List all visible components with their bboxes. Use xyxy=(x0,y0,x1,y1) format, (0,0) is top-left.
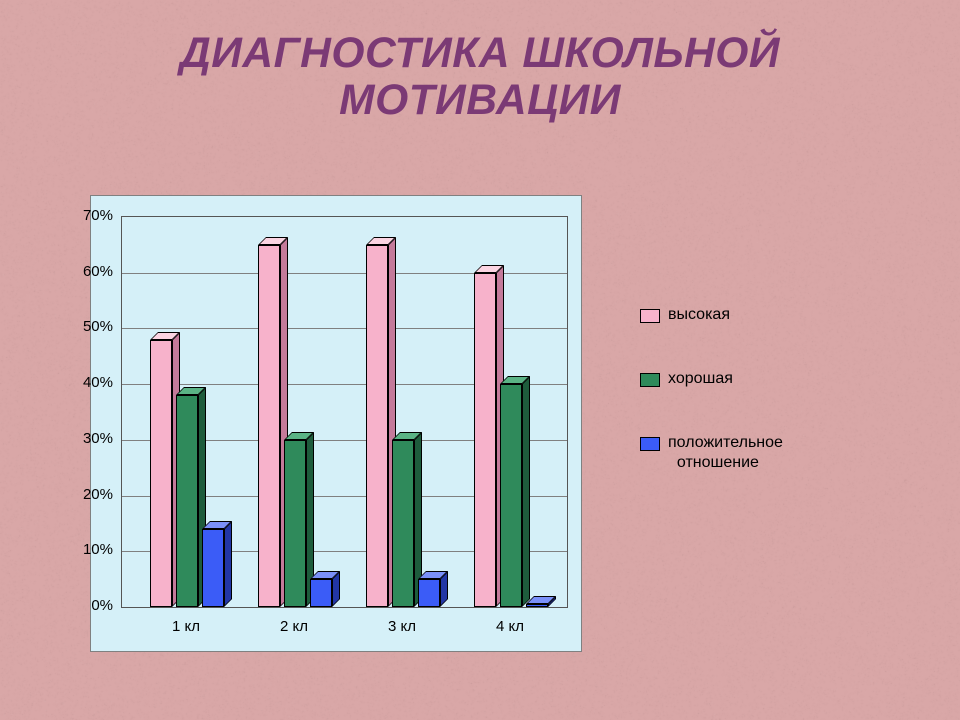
bar-side-face xyxy=(332,571,340,607)
bar-side-face xyxy=(522,376,530,607)
legend-swatch xyxy=(640,437,660,451)
bar-front-face xyxy=(526,604,548,607)
bar-front-face xyxy=(150,340,172,607)
x-tick-label: 3 кл xyxy=(355,618,449,635)
title-line2: МОТИВАЦИИ xyxy=(339,76,621,124)
bar xyxy=(366,245,388,607)
legend-label: хорошая xyxy=(668,369,733,388)
x-tick-label: 2 кл xyxy=(247,618,341,635)
bar-front-face xyxy=(474,273,496,607)
y-tick-label: 10% xyxy=(63,541,113,558)
bar xyxy=(500,384,522,607)
legend-item: положительное отношение xyxy=(640,433,900,471)
bar xyxy=(284,440,306,607)
x-tick-label: 4 кл xyxy=(463,618,557,635)
slide-title: ДИАГНОСТИКА ШКОЛЬНОЙ МОТИВАЦИИ xyxy=(0,30,960,124)
bar xyxy=(418,579,440,607)
bar-front-face xyxy=(284,440,306,607)
bar-front-face xyxy=(500,384,522,607)
bar xyxy=(310,579,332,607)
bar-front-face xyxy=(418,579,440,607)
bar xyxy=(176,395,198,607)
y-tick-label: 0% xyxy=(63,597,113,614)
legend-label: высокая xyxy=(668,305,730,324)
bar-side-face xyxy=(440,571,448,607)
legend-swatch xyxy=(640,309,660,323)
bar xyxy=(258,245,280,607)
bar-front-face xyxy=(258,245,280,607)
y-tick-label: 50% xyxy=(63,318,113,335)
legend-item: хорошая xyxy=(640,369,900,388)
y-tick-label: 70% xyxy=(63,207,113,224)
bar xyxy=(202,529,224,607)
legend-item: высокая xyxy=(640,305,900,324)
bar xyxy=(526,604,548,607)
plot-area xyxy=(121,216,568,608)
bar-front-face xyxy=(176,395,198,607)
bar xyxy=(150,340,172,607)
bar-front-face xyxy=(202,529,224,607)
y-tick-label: 30% xyxy=(63,430,113,447)
bar-front-face xyxy=(310,579,332,607)
chart-container: 0%10%20%30%40%50%60%70%1 кл2 кл3 кл4 кл xyxy=(90,195,582,652)
y-tick-label: 60% xyxy=(63,263,113,280)
title-line1: ДИАГНОСТИКА ШКОЛЬНОЙ xyxy=(180,29,780,77)
x-tick-label: 1 кл xyxy=(139,618,233,635)
bar-front-face xyxy=(392,440,414,607)
y-tick-label: 40% xyxy=(63,374,113,391)
legend: высокая хорошая положительное отношение xyxy=(640,305,900,517)
bar-side-face xyxy=(224,521,232,607)
legend-label: положительное отношение xyxy=(668,433,783,471)
slide-background: ДИАГНОСТИКА ШКОЛЬНОЙ МОТИВАЦИИ 0% 10% 20% 3… xyxy=(0,0,960,720)
bar xyxy=(474,273,496,607)
legend-swatch xyxy=(640,373,660,387)
bar xyxy=(392,440,414,607)
y-tick-label: 20% xyxy=(63,486,113,503)
bar-front-face xyxy=(366,245,388,607)
